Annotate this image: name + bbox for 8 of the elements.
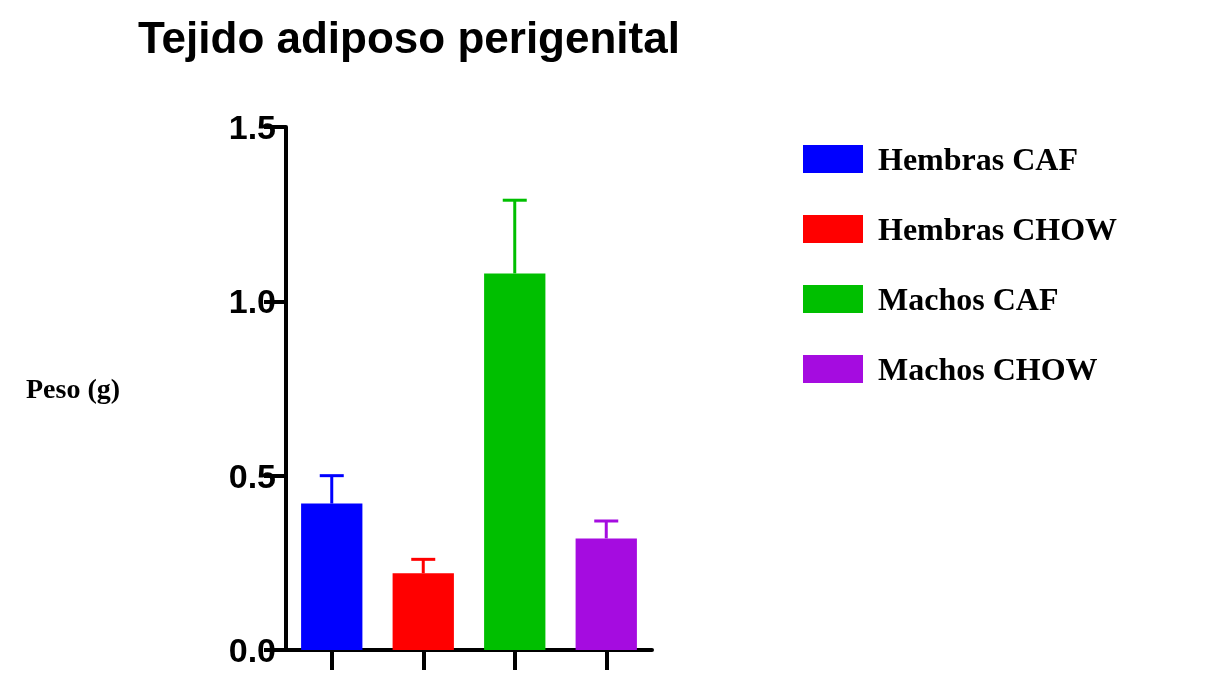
legend-label: Machos CAF: [878, 281, 1059, 317]
y-axis-title: Peso (g): [26, 373, 121, 404]
y-tick-label: 0.0: [228, 631, 276, 669]
legend-label: Machos CHOW: [878, 351, 1098, 387]
legend-label: Hembras CAF: [878, 141, 1078, 177]
y-tick-label: 1.0: [228, 282, 276, 321]
legend-label: Hembras CHOW: [878, 211, 1118, 247]
chart-title: Tejido adiposo perigenital: [138, 12, 680, 62]
